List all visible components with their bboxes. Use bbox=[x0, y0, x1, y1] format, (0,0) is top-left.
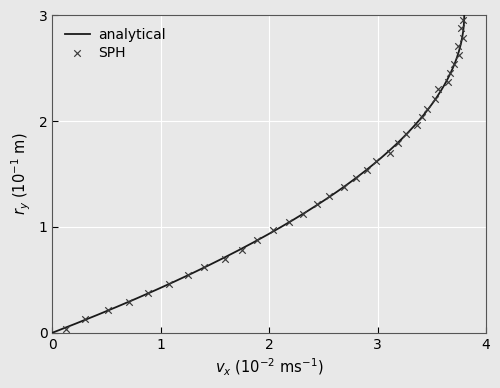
analytical bbox=[374, 159, 380, 163]
analytical bbox=[50, 331, 56, 335]
SPH bbox=[394, 140, 402, 146]
SPH bbox=[431, 96, 439, 102]
SPH bbox=[363, 166, 371, 173]
SPH bbox=[104, 307, 112, 313]
SPH bbox=[460, 17, 468, 23]
Y-axis label: $r_y$ (10$^{-1}$ m): $r_y$ (10$^{-1}$ m) bbox=[10, 133, 33, 215]
SPH bbox=[125, 299, 133, 305]
SPH bbox=[413, 122, 421, 128]
SPH bbox=[221, 255, 229, 262]
Line: analytical: analytical bbox=[52, 15, 464, 333]
SPH bbox=[352, 175, 360, 182]
SPH bbox=[444, 78, 452, 85]
analytical bbox=[394, 142, 400, 146]
SPH bbox=[386, 149, 394, 156]
SPH bbox=[340, 184, 348, 190]
SPH bbox=[184, 272, 192, 278]
analytical bbox=[348, 180, 354, 184]
SPH bbox=[372, 158, 380, 164]
analytical bbox=[461, 21, 467, 25]
analytical bbox=[461, 13, 467, 17]
SPH bbox=[238, 247, 246, 253]
SPH bbox=[269, 227, 277, 234]
SPH bbox=[252, 237, 260, 243]
SPH bbox=[299, 211, 307, 217]
SPH bbox=[200, 264, 208, 270]
SPH bbox=[459, 35, 467, 41]
SPH bbox=[457, 25, 465, 31]
SPH bbox=[424, 106, 432, 112]
SPH bbox=[454, 43, 462, 49]
analytical bbox=[448, 70, 454, 75]
SPH bbox=[286, 219, 294, 225]
SPH bbox=[313, 201, 321, 207]
X-axis label: $v_x$ (10$^{-2}$ ms$^{-1}$): $v_x$ (10$^{-2}$ ms$^{-1}$) bbox=[215, 357, 324, 378]
analytical bbox=[350, 178, 356, 182]
SPH bbox=[62, 326, 70, 332]
SPH bbox=[144, 289, 152, 296]
SPH bbox=[455, 52, 463, 59]
Legend: analytical, SPH: analytical, SPH bbox=[60, 22, 172, 66]
SPH bbox=[82, 316, 90, 322]
SPH bbox=[446, 70, 454, 76]
SPH bbox=[418, 114, 426, 120]
SPH bbox=[450, 61, 458, 68]
SPH bbox=[325, 193, 333, 199]
SPH bbox=[434, 87, 442, 93]
SPH bbox=[402, 131, 410, 137]
SPH bbox=[164, 281, 172, 288]
